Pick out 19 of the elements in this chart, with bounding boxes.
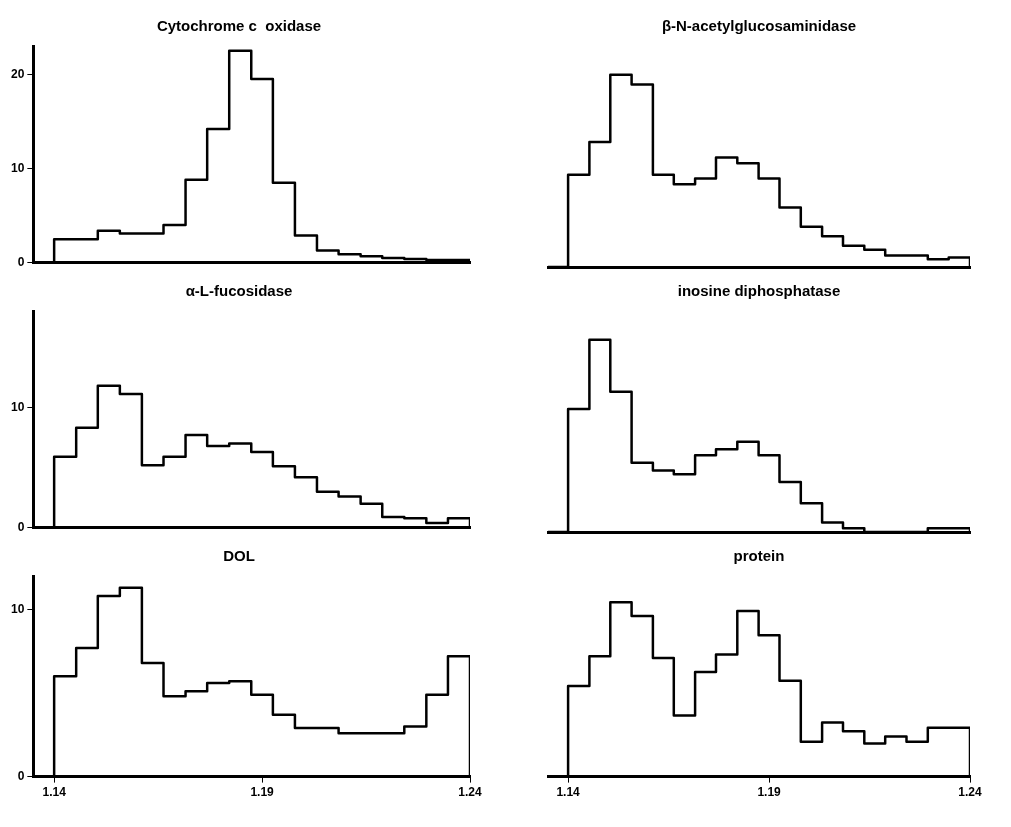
y-tick-label: 10 — [10, 160, 25, 175]
chart-title: β-N-acetylglucosaminidase — [661, 17, 857, 35]
chart-title: α-L-fucosidase — [185, 282, 293, 300]
x-tick-label: 1.24 — [458, 785, 482, 800]
x-tick-label: 1.19 — [250, 785, 275, 800]
y-tick-label: 0 — [17, 768, 25, 783]
chart-title: DOL — [223, 547, 255, 565]
chart-title: Cytochrome c oxidase — [156, 17, 322, 35]
x-tick-label: 1.24 — [958, 785, 982, 800]
y-tick-label: 0 — [17, 255, 25, 270]
x-tick-label: 1.19 — [757, 785, 782, 800]
chart-title: inosine diphosphatase — [677, 282, 841, 300]
y-tick-label: 10 — [10, 399, 25, 414]
x-tick-label: 1.14 — [42, 785, 67, 800]
y-tick-label: 10 — [10, 601, 25, 616]
y-tick-label: 20 — [10, 66, 25, 81]
chart-title: protein — [733, 547, 785, 565]
x-tick-label: 1.14 — [556, 785, 581, 800]
y-tick-label: 0 — [17, 520, 25, 535]
